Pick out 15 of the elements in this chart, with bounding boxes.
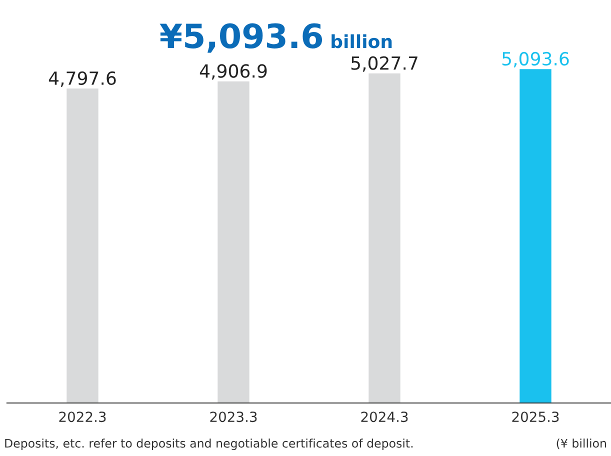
x-tick-label: 2025.3 [512,412,559,422]
x-tick-label: 2022.3 [59,412,106,422]
data-label: 5,093.6 [502,52,569,68]
x-tick-label: 2024.3 [361,412,408,422]
bar [218,81,250,403]
data-label: 4,906.9 [200,64,267,80]
x-tick-label: 2023.3 [210,412,257,422]
chart-title: ¥5,093.6 billion [160,23,392,53]
bar [368,73,400,403]
data-label: 5,027.7 [351,56,418,72]
text: (¥ billion [556,438,606,450]
bar [520,69,552,403]
bar [66,88,98,403]
data-label: 4,797.6 [48,71,116,87]
text: Deposits, etc. refer to deposits and negotiable certificates of deposit. [5,438,413,450]
